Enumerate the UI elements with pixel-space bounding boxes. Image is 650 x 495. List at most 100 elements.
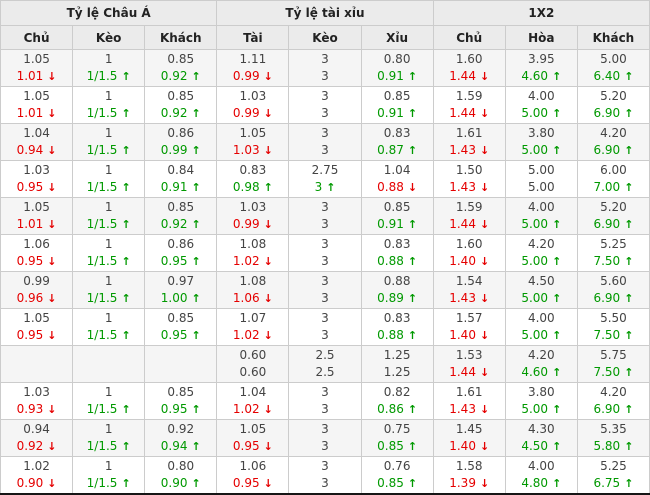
section-1x2: 1X2	[432, 0, 650, 26]
odds-cell: 1.59 1.44 ↓	[432, 197, 506, 235]
arrow-up-icon: ↑	[191, 218, 201, 231]
arrow-down-icon: ↓	[263, 292, 273, 305]
odds-changed-number: 1/1.5	[86, 106, 118, 120]
odds-cell: 1.60 1.40 ↓	[432, 234, 506, 272]
odds-current-value: 0.94	[23, 422, 50, 436]
odds-changed-number: 1.01	[16, 217, 44, 231]
odds-changed-number: 0.60	[239, 365, 267, 379]
odds-changed-number: 1.44	[449, 106, 476, 120]
odds-changed-number: 0.95	[160, 254, 188, 268]
odds-row: 1.03 0.93 ↓ 1 1/1.5 ↑ 0.85 0.95 ↑ 1.04 1.02 ↓ 3 3 0.82…	[0, 382, 650, 420]
odds-current-value: 1.05	[239, 422, 267, 436]
odds-changed-value: 5.80 ↑	[578, 438, 648, 456]
odds-changed-number: 7.50	[593, 254, 621, 268]
odds-changed-value: 1/1.5 ↑	[74, 179, 144, 197]
arrow-up-icon: ↑	[263, 181, 273, 194]
odds-row: 0.60 0.60 2.5 2.5 1.25 1.25 1.53 1.44 ↓ 4.20 4.60 ↑…	[0, 345, 650, 383]
odds-cell: 1.08 1.02 ↓	[216, 234, 290, 272]
odds-current-value: 1.03	[23, 385, 50, 399]
odds-changed-value: 1/1.5 ↑	[74, 475, 144, 493]
arrow-down-icon: ↓	[479, 144, 490, 157]
odds-row: 1.06 0.95 ↓ 1 1/1.5 ↑ 0.86 0.95 ↑ 1.08 1.02 ↓ 3 3 0.83…	[0, 234, 650, 272]
odds-cell: 4.20 6.90 ↑	[576, 123, 650, 161]
odds-current-value: 4.00	[527, 459, 555, 473]
odds-current-value: 1.08	[239, 274, 267, 288]
odds-changed-number: 6.90	[593, 143, 621, 157]
odds-changed-value: 3	[290, 327, 360, 345]
odds-changed-number: 1/1.5	[86, 217, 118, 231]
odds-current-value: 3	[321, 274, 329, 288]
odds-changed-value: 0.88 ↑	[362, 327, 432, 345]
arrow-up-icon: ↑	[407, 477, 418, 490]
odds-changed-value: 0.91 ↑	[362, 105, 432, 123]
arrow-up-icon: ↑	[121, 107, 131, 120]
odds-changed-number: 1.44	[449, 365, 476, 379]
col-ah-handicap: Kèo	[72, 25, 146, 50]
odds-changed-number: 0.90	[160, 476, 188, 490]
odds-cell: 5.00 6.40 ↑	[576, 49, 650, 87]
odds-cell: 1.06 0.95 ↓	[0, 234, 74, 272]
odds-changed-number: 1.02	[232, 402, 260, 416]
odds-changed-number: 1/1.5	[86, 143, 118, 157]
odds-cell: 1 1/1.5 ↑	[72, 123, 146, 161]
odds-current-value: 1.61	[455, 385, 483, 399]
arrow-down-icon: ↓	[479, 403, 490, 416]
odds-changed-number: 1.43	[449, 143, 476, 157]
odds-changed-value: 3 ↑	[290, 179, 360, 197]
odds-cell: 0.86 0.99 ↑	[144, 123, 218, 161]
arrow-up-icon: ↑	[552, 107, 562, 120]
odds-cell: 0.85 0.91 ↑	[360, 197, 434, 235]
arrow-up-icon: ↑	[624, 70, 634, 83]
odds-changed-value: 0.96 ↓	[2, 290, 72, 308]
odds-current-value: 1.03	[239, 200, 267, 214]
odds-changed-value: 0.95 ↓	[2, 253, 72, 271]
odds-changed-value: 0.90 ↓	[2, 475, 72, 493]
odds-changed-value: 1/1.5 ↑	[74, 401, 144, 419]
odds-changed-value: 0.99 ↓	[218, 216, 288, 234]
odds-changed-number: 1.01	[16, 106, 44, 120]
odds-changed-value: 0.94 ↓	[2, 142, 72, 160]
odds-cell: 0.75 0.85 ↑	[360, 419, 434, 457]
odds-current-value: 3	[321, 422, 329, 436]
odds-current-value: 4.20	[527, 348, 555, 362]
odds-changed-value: 6.75 ↑	[578, 475, 648, 493]
odds-current-value: 0.85	[383, 89, 411, 103]
odds-changed-value: 0.60	[218, 364, 288, 382]
odds-changed-value: 3	[290, 475, 360, 493]
odds-changed-number: 0.99	[232, 69, 260, 83]
arrow-up-icon: ↑	[121, 440, 131, 453]
odds-changed-number: 1.43	[449, 180, 476, 194]
odds-current-value: 4.20	[527, 237, 555, 251]
odds-changed-number: 1.43	[449, 402, 476, 416]
arrow-down-icon: ↓	[263, 107, 273, 120]
arrow-down-icon: ↓	[47, 218, 57, 231]
odds-current-value: 5.20	[600, 200, 627, 214]
odds-current-value	[2, 347, 72, 365]
odds-changed-number: 0.92	[160, 69, 188, 83]
odds-changed-number: 4.80	[521, 476, 549, 490]
odds-cell: 1.05 0.95 ↓	[216, 419, 290, 457]
odds-current-value: 1.57	[455, 311, 483, 325]
odds-current-value: 0.85	[167, 311, 195, 325]
odds-cell: 1.08 1.06 ↓	[216, 271, 290, 309]
odds-changed-number: 5.00	[521, 328, 549, 342]
odds-current-value: 4.00	[527, 311, 555, 325]
odds-changed-value: 1.01 ↓	[2, 216, 72, 234]
odds-changed-number: 1.44	[449, 69, 476, 83]
odds-changed-value: 0.93 ↓	[2, 401, 72, 419]
odds-changed-number: 1/1.5	[86, 476, 118, 490]
arrow-down-icon: ↓	[407, 181, 418, 194]
odds-changed-value: 5.00 ↑	[506, 216, 576, 234]
odds-changed-value: 1/1.5 ↑	[74, 327, 144, 345]
odds-current-value: 3.80	[527, 126, 555, 140]
arrow-up-icon: ↑	[624, 218, 634, 231]
odds-changed-number: 0.88	[377, 180, 404, 194]
odds-current-value: 5.75	[600, 348, 627, 362]
arrow-down-icon: ↓	[479, 292, 490, 305]
odds-changed-number: 1.40	[449, 254, 476, 268]
